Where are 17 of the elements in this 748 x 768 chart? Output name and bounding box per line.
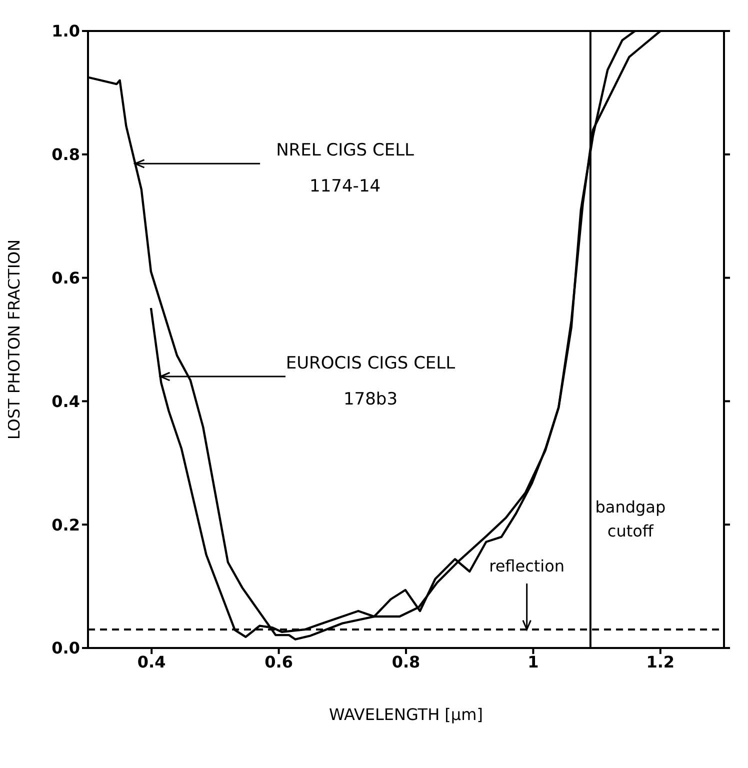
y-tick-label: 1.0 bbox=[52, 22, 80, 41]
x-axis-title: WAVELENGTH [μm] bbox=[329, 705, 483, 724]
x-tick-label: 0.8 bbox=[392, 652, 420, 672]
ref-line-label: bandgap cutoff bbox=[595, 497, 666, 540]
y-tick-label: 0.0 bbox=[52, 638, 80, 658]
annotation: NREL CIGS CELL 1174-14 bbox=[276, 140, 415, 197]
y-axis-title: LOST PHOTON FRACTION bbox=[4, 239, 24, 440]
x-tick-label: 0.4 bbox=[137, 652, 166, 672]
x-tick-label: 0.6 bbox=[264, 652, 293, 672]
annotation: EUROCIS CIGS CELL 178b3 bbox=[286, 354, 456, 410]
x-tick-label: 1.2 bbox=[646, 652, 675, 672]
y-tick-label: 0.6 bbox=[52, 268, 80, 288]
y-tick-label: 0.2 bbox=[52, 515, 80, 534]
x-tick-label: 1 bbox=[528, 652, 539, 672]
y-tick-label: 0.4 bbox=[52, 392, 80, 411]
ref-line-label: reflection bbox=[489, 556, 565, 576]
y-tick-label: 0.8 bbox=[52, 145, 80, 164]
